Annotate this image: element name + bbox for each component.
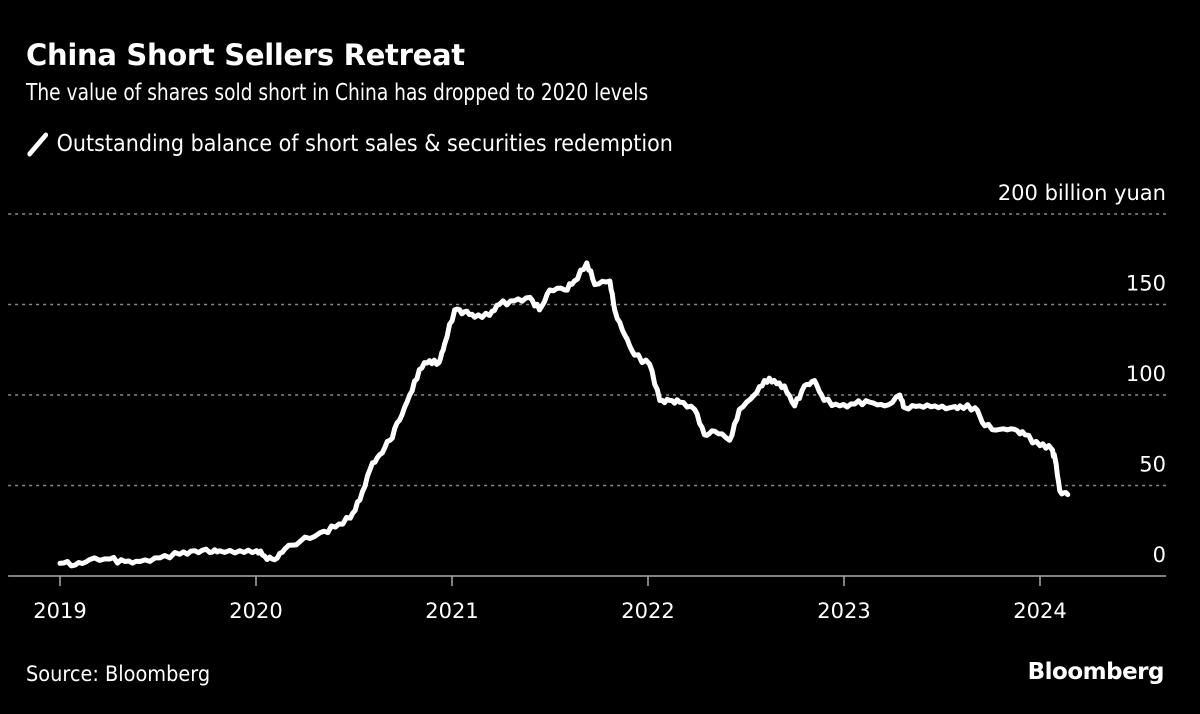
x-tick-label: 2021 xyxy=(425,599,478,623)
y-tick-label: 150 xyxy=(1126,272,1166,296)
series-line xyxy=(57,260,1071,569)
y-tick-label: 200 billion yuan xyxy=(998,181,1166,205)
x-tick-label: 2024 xyxy=(1013,599,1066,623)
y-tick-label: 100 xyxy=(1126,362,1166,386)
y-tick-label: 0 xyxy=(1153,543,1166,567)
chart-title: China Short Sellers Retreat xyxy=(26,38,465,72)
x-tick-label: 2020 xyxy=(229,599,282,623)
legend-label: Outstanding balance of short sales & sec… xyxy=(56,131,673,157)
y-tick-label: 50 xyxy=(1139,453,1166,477)
x-tick-label: 2022 xyxy=(621,599,674,623)
source-note: Source: Bloomberg xyxy=(26,662,211,686)
legend: Outstanding balance of short sales & sec… xyxy=(26,131,673,157)
x-tick-label: 2019 xyxy=(33,599,86,623)
legend-line-icon xyxy=(27,132,49,157)
x-tick-label: 2023 xyxy=(817,599,870,623)
chart-subtitle: The value of shares sold short in China … xyxy=(26,80,649,106)
bloomberg-logo: Bloomberg xyxy=(1027,659,1165,685)
